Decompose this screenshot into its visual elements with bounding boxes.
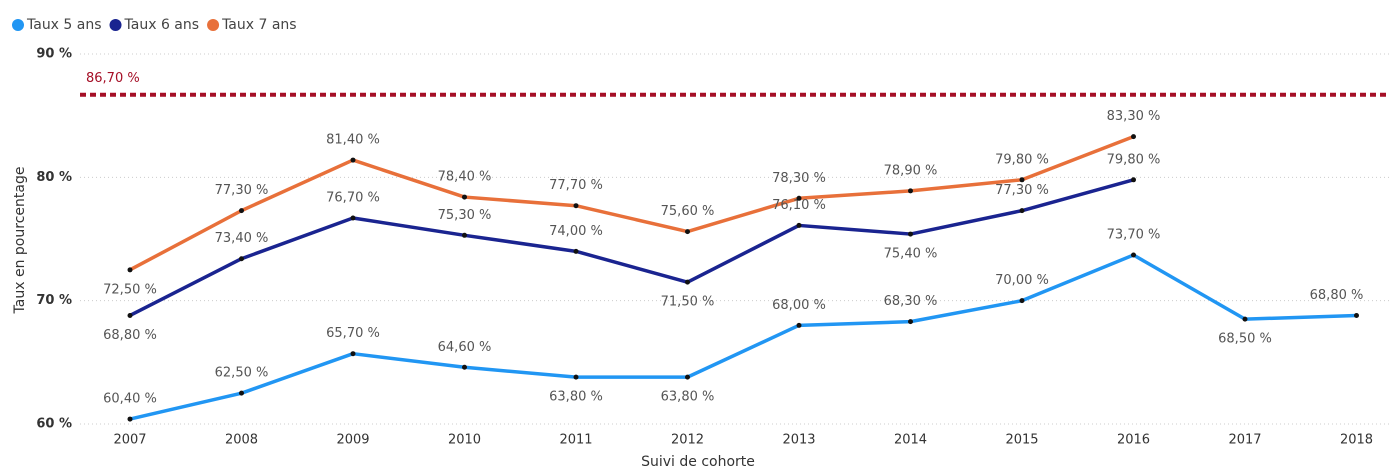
data-point <box>908 231 913 237</box>
x-tick-label: 2018 <box>1340 433 1373 448</box>
data-label: 76,70 % <box>326 191 380 206</box>
data-label: 78,40 % <box>438 170 492 185</box>
data-point <box>685 279 690 285</box>
data-point <box>350 351 356 357</box>
data-point <box>908 319 913 325</box>
data-point <box>796 195 802 201</box>
data-point <box>462 232 467 238</box>
data-point <box>573 248 579 254</box>
data-point <box>796 222 802 228</box>
data-label: 81,40 % <box>326 133 380 148</box>
series-line <box>129 178 1134 318</box>
x-tick-label: 2017 <box>1228 433 1261 448</box>
y-tick-label: 70 % <box>36 293 72 308</box>
data-point <box>1019 177 1025 183</box>
data-point <box>127 267 133 273</box>
data-label: 68,00 % <box>772 298 826 313</box>
x-tick-label: 2008 <box>225 433 258 448</box>
legend-marker <box>109 19 122 31</box>
data-point <box>573 203 579 209</box>
data-point <box>462 364 467 370</box>
data-label: 75,40 % <box>884 247 938 262</box>
x-tick-label: 2012 <box>671 433 704 448</box>
y-tick-label: 80 % <box>36 170 72 185</box>
data-label: 75,60 % <box>661 204 715 219</box>
data-label: 77,30 % <box>215 183 269 198</box>
data-point <box>1019 208 1025 214</box>
data-point <box>573 374 579 380</box>
data-label: 75,30 % <box>438 208 492 223</box>
data-label: 68,30 % <box>884 294 938 309</box>
x-tick-label: 2013 <box>782 433 815 448</box>
data-label: 72,50 % <box>103 282 157 297</box>
x-tick-label: 2014 <box>894 433 927 448</box>
data-label: 64,60 % <box>438 340 492 355</box>
data-label: 83,30 % <box>1107 109 1161 124</box>
x-axis-title: Suivi de cohorte <box>641 454 755 469</box>
data-label: 78,90 % <box>884 163 938 178</box>
data-point <box>908 188 913 194</box>
data-point <box>685 229 690 235</box>
data-point <box>1131 134 1136 140</box>
data-label: 73,70 % <box>1107 228 1161 243</box>
y-tick-label: 90 % <box>36 47 72 62</box>
x-tick-label: 2009 <box>336 433 369 448</box>
x-tick-label: 2011 <box>559 433 592 448</box>
data-label: 63,80 % <box>549 390 603 405</box>
data-label: 76,10 % <box>772 198 826 213</box>
x-tick-label: 2010 <box>448 433 481 448</box>
data-point <box>239 390 244 396</box>
data-point <box>1131 252 1136 258</box>
data-label: 79,80 % <box>995 152 1049 167</box>
series-line <box>129 253 1357 421</box>
data-point <box>350 157 356 163</box>
data-label: 60,40 % <box>103 392 157 407</box>
reference-label: 86,70 % <box>86 71 140 86</box>
data-point <box>239 256 244 262</box>
data-point <box>1131 177 1136 183</box>
legend-marker <box>207 19 220 31</box>
x-tick-label: 2016 <box>1117 433 1150 448</box>
data-point <box>1019 298 1025 304</box>
legend-marker <box>12 19 24 31</box>
data-label: 78,30 % <box>772 171 826 186</box>
data-point <box>796 322 802 328</box>
data-point <box>127 312 133 318</box>
y-axis-title: Taux en pourcentage <box>12 167 28 315</box>
data-label: 65,70 % <box>326 326 380 341</box>
x-tick-label: 2015 <box>1005 433 1038 448</box>
x-tick-label: 2007 <box>113 433 146 448</box>
data-point <box>350 215 356 221</box>
data-label: 74,00 % <box>549 224 603 239</box>
data-label: 77,70 % <box>549 178 603 193</box>
data-point <box>1242 316 1248 322</box>
data-point <box>685 374 690 380</box>
data-point <box>127 416 133 422</box>
legend-label: Taux 6 ans <box>124 17 200 33</box>
data-label: 62,50 % <box>215 366 269 381</box>
data-label: 63,80 % <box>661 390 715 405</box>
legend-label: Taux 5 ans <box>26 17 102 33</box>
legend-label: Taux 7 ans <box>221 17 297 33</box>
y-tick-label: 60 % <box>36 417 72 432</box>
data-label: 68,80 % <box>1310 288 1364 303</box>
data-label: 68,50 % <box>1218 332 1272 347</box>
series-line <box>129 135 1135 272</box>
data-label: 68,80 % <box>103 328 157 343</box>
data-label: 71,50 % <box>661 295 715 310</box>
data-point <box>462 194 467 200</box>
data-label: 73,40 % <box>215 231 269 246</box>
data-label: 70,00 % <box>995 273 1049 288</box>
data-point <box>1354 312 1359 318</box>
data-point <box>239 208 244 214</box>
data-label: 79,80 % <box>1107 152 1161 167</box>
data-label: 77,30 % <box>995 183 1049 198</box>
